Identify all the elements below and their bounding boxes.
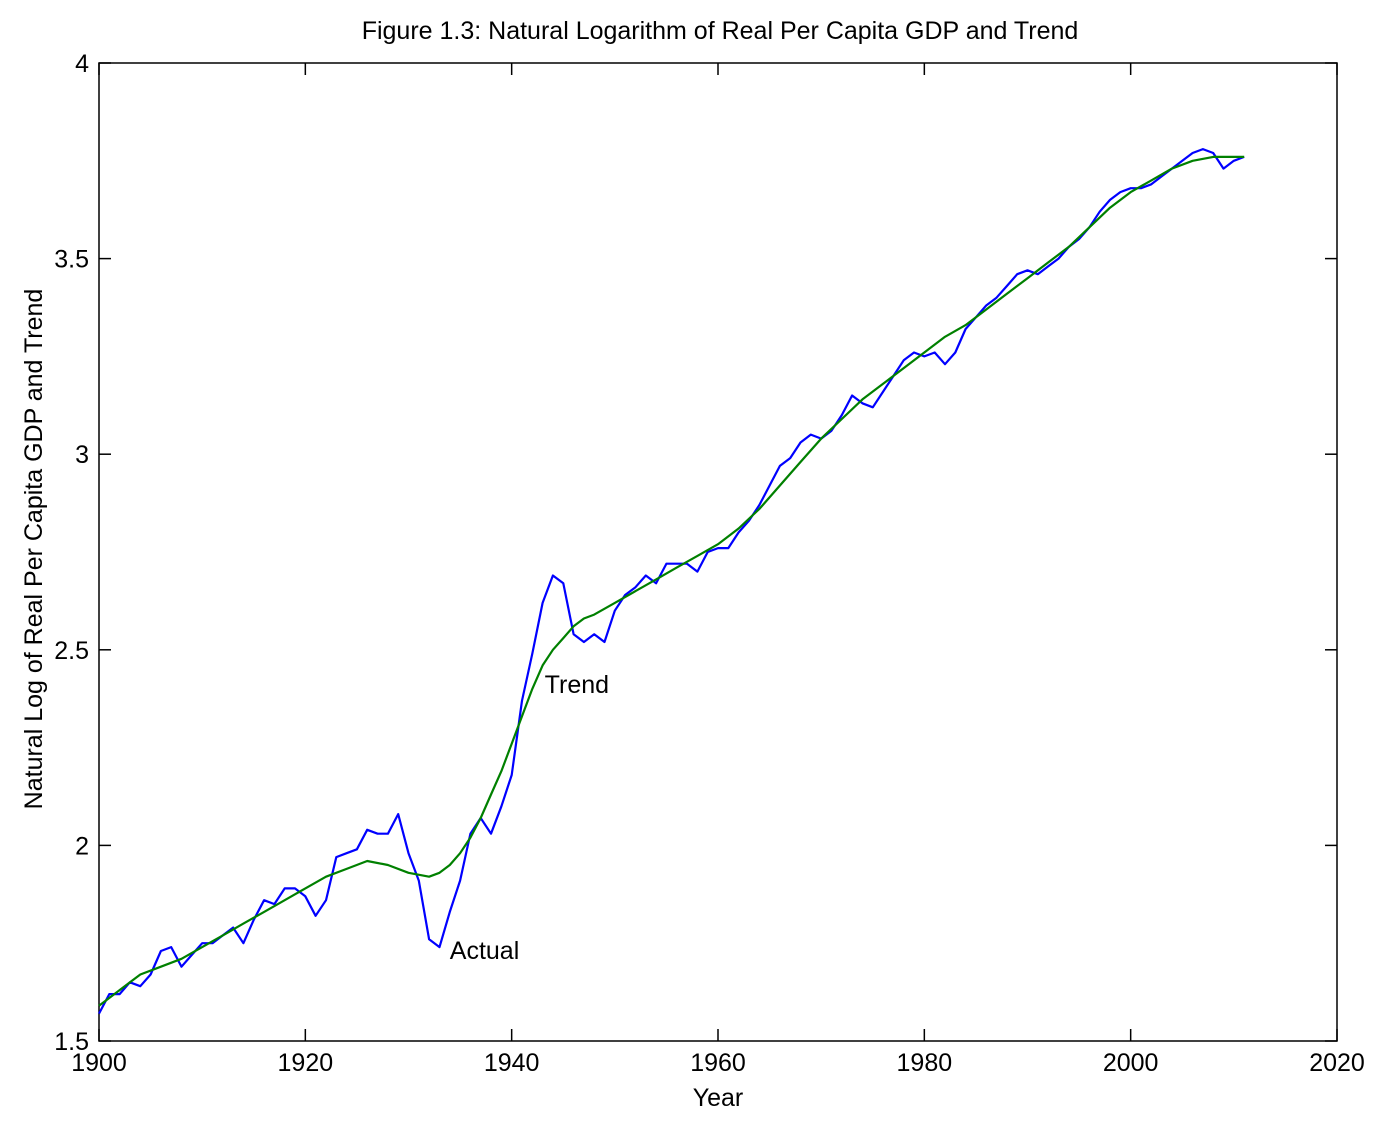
x-tick-label: 1940	[484, 1049, 540, 1077]
y-tick-label: 2.5	[54, 637, 89, 665]
y-axis-label: Natural Log of Real Per Capita GDP and T…	[20, 289, 48, 810]
plot-frame	[98, 62, 1338, 1042]
y-tick-label: 3.5	[54, 246, 89, 274]
annotation-trend: Trend	[545, 671, 609, 699]
series-line-trend	[98, 155, 1245, 1007]
x-axis-label: Year	[693, 1084, 744, 1112]
x-tick-label: 1900	[71, 1049, 127, 1077]
y-tick-label: 1.5	[54, 1028, 89, 1056]
chart-title: Figure 1.3: Natural Logarithm of Real Pe…	[362, 17, 1079, 45]
series-line-actual	[98, 148, 1245, 1015]
x-tick-label: 1920	[278, 1049, 334, 1077]
plot-area: 1900 1920 1940 1960 1980 2000 2020 1.5 2 2.5 3 3.5 4…	[54, 50, 1365, 1077]
y-tick-label: 2	[75, 832, 89, 860]
annotation-actual: Actual	[450, 937, 519, 965]
x-tick-label: 2020	[1309, 1049, 1365, 1077]
x-tick-label: 2000	[1103, 1049, 1159, 1077]
x-tick-label: 1980	[897, 1049, 953, 1077]
y-tick-label: 4	[75, 50, 89, 78]
x-tick-label: 1960	[690, 1049, 746, 1077]
y-tick-label: 3	[75, 441, 89, 469]
